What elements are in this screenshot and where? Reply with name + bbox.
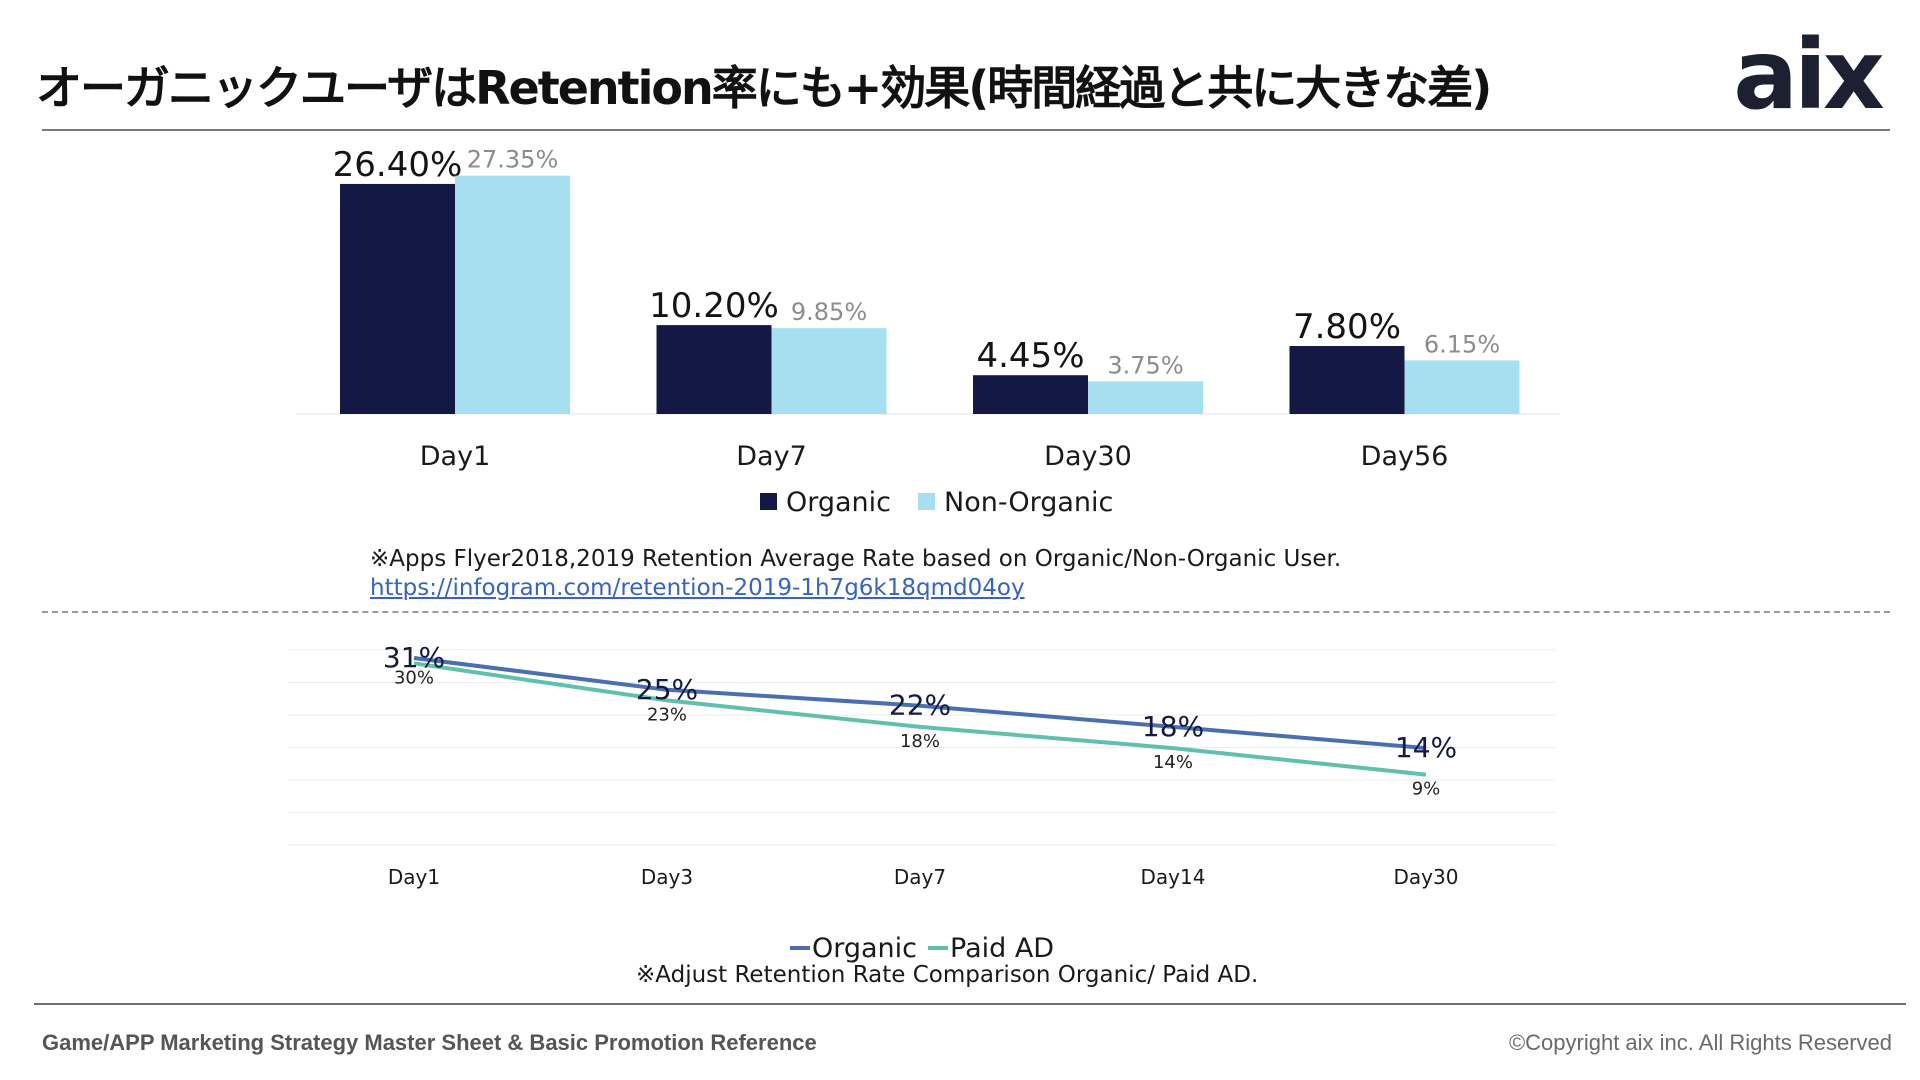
bar-chart: 26.40% 27.35% Day1 10.20% 9.85% Day7 4.45% 3.75… [296, 145, 1560, 518]
line-data-label: 14% [1395, 731, 1457, 764]
logo-text: aix [1733, 22, 1884, 122]
bar-legend-label: Organic [786, 487, 891, 518]
aix-logo: aix [1733, 22, 1888, 122]
title-divider [42, 129, 1890, 131]
line-category-label: Day14 [1141, 865, 1206, 889]
bar-data-label: 26.40% [333, 145, 463, 185]
bar-non-organic-day7 [771, 328, 887, 414]
bar-non-organic-day56 [1404, 360, 1520, 414]
bar-organic-day30 [973, 375, 1088, 414]
bar-legend-label: Non-Organic [944, 487, 1113, 518]
page-title: オーガニックユーザはRetention率にも+効果(時間経過と共に大きな差) [36, 61, 1492, 115]
line-chart: 31% 25% 22% 18% 14% 30% 23% 18% 14% 9% Day1 Day3 Day… [288, 641, 1555, 964]
bar-data-label: 27.35% [467, 146, 559, 174]
bar-category-label: Day56 [1361, 441, 1449, 472]
bar-data-label: 7.80% [1293, 307, 1401, 347]
line-series-paid-ad [413, 661, 1427, 777]
line-data-label: 30% [394, 667, 434, 688]
line-data-label: 9% [1412, 779, 1441, 800]
bar-legend-swatch [760, 493, 777, 510]
footer-divider [34, 1003, 1906, 1005]
line-data-label: 25% [636, 673, 698, 706]
bar-organic-day7 [656, 325, 772, 414]
bar-category-label: Day30 [1044, 441, 1132, 472]
line-data-label: 18% [900, 731, 940, 752]
line-legend-label: Organic [812, 933, 917, 964]
bar-data-label: 4.45% [976, 336, 1084, 376]
bar-source-note: ※Apps Flyer2018,2019 Retention Average R… [370, 546, 1342, 572]
line-data-label: 22% [889, 689, 951, 722]
bar-data-label: 10.20% [649, 286, 779, 326]
line-data-label: 23% [647, 704, 687, 725]
bar-data-label: 9.85% [791, 298, 867, 326]
line-category-label: Day3 [641, 865, 693, 889]
line-source-note: ※Adjust Retention Rate Comparison Organi… [636, 962, 1259, 988]
bar-category-label: Day7 [736, 441, 807, 472]
bar-non-organic-day30 [1088, 381, 1203, 414]
bar-organic-day1 [340, 183, 455, 414]
bar-organic-day56 [1289, 346, 1405, 414]
line-series-organic [413, 656, 1427, 751]
section-divider [42, 611, 1890, 613]
footer-copyright: ©Copyright aix inc. All Rights Reserved [1508, 1030, 1892, 1055]
line-category-label: Day7 [894, 865, 946, 889]
line-data-label: 18% [1142, 710, 1204, 743]
bar-data-label: 3.75% [1107, 351, 1183, 379]
bar-data-label: 6.15% [1424, 330, 1500, 358]
bar-non-organic-day1 [455, 175, 570, 414]
bar-source-link[interactable]: https://infogram.com/retention-2019-1h7g… [370, 575, 1025, 601]
line-data-label: 14% [1153, 752, 1193, 773]
line-category-label: Day30 [1394, 865, 1459, 889]
line-legend-label: Paid AD [950, 933, 1054, 964]
footer-title: Game/APP Marketing Strategy Master Sheet… [42, 1030, 817, 1055]
line-data-label: 31% [383, 641, 445, 674]
bar-legend-swatch [918, 493, 935, 510]
bar-category-label: Day1 [420, 441, 491, 472]
line-category-label: Day1 [388, 865, 440, 889]
